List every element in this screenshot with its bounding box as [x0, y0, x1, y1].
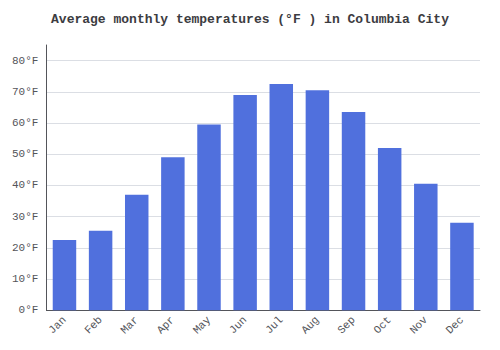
svg-text:40°F: 40°F: [12, 179, 38, 191]
svg-text:0°F: 0°F: [19, 304, 39, 316]
svg-text:Jul: Jul: [263, 314, 285, 336]
svg-text:Dec: Dec: [444, 314, 466, 336]
svg-text:30°F: 30°F: [12, 211, 38, 223]
svg-text:50°F: 50°F: [12, 148, 38, 160]
svg-text:Mar: Mar: [119, 314, 141, 336]
svg-text:60°F: 60°F: [12, 117, 38, 129]
svg-text:May: May: [191, 314, 214, 337]
svg-text:Jan: Jan: [46, 314, 68, 336]
svg-text:10°F: 10°F: [12, 273, 38, 285]
svg-text:Oct: Oct: [371, 314, 393, 336]
svg-text:20°F: 20°F: [12, 242, 38, 254]
svg-text:Jun: Jun: [227, 314, 249, 336]
svg-text:Aug: Aug: [299, 314, 321, 336]
svg-text:Nov: Nov: [408, 314, 431, 337]
svg-text:Sep: Sep: [335, 314, 357, 336]
svg-text:Average monthly temperatures (: Average monthly temperatures (°F ) in Co…: [51, 12, 449, 27]
svg-text:Feb: Feb: [82, 314, 104, 336]
svg-text:70°F: 70°F: [12, 86, 38, 98]
svg-text:Apr: Apr: [155, 314, 177, 336]
svg-text:80°F: 80°F: [12, 55, 38, 67]
